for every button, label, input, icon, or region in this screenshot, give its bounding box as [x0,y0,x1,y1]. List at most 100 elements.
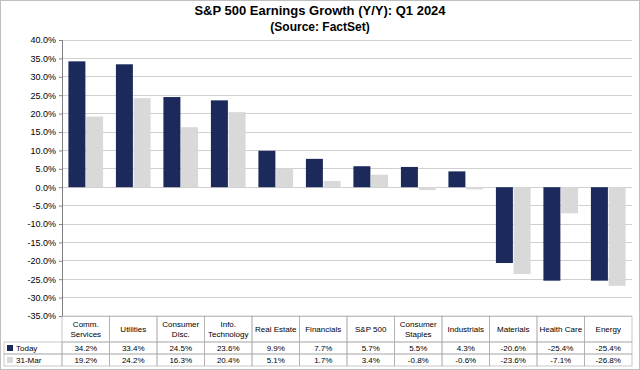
bar [163,97,180,187]
table-cell [585,316,633,342]
bar [181,127,198,187]
bar-series [86,98,625,286]
y-tick-mark [59,150,62,151]
y-tick-mark [59,77,62,78]
y-axis: -35.0%-30.0%-25.0%-20.0%-15.0%-10.0%-5.0… [27,35,62,321]
legend-label: 31-Mar [16,356,42,365]
bar [561,187,578,213]
table-value: 5.7% [362,344,380,353]
category-label-line: S&P 500 [355,325,387,334]
category-label-line: Energy [596,325,621,334]
category-label-line: Services [70,330,101,339]
table-cell [442,342,490,354]
table-value: 33.4% [122,344,145,353]
table-value: 9.9% [267,344,285,353]
table-cell [4,354,62,366]
legend-swatch [7,345,13,351]
y-tick-mark [59,114,62,115]
table-value: -0.6% [455,356,476,365]
bar [496,187,513,263]
y-tick-mark [59,187,62,188]
table-cell [300,354,348,366]
category-label: Health Care [539,325,582,334]
category-label: ConsumerDisc. [162,320,199,339]
subtitle: (Source: FactSet) [270,20,369,34]
bar [86,117,103,188]
title: S&P 500 Earnings Growth (Y/Y): Q1 2024 [194,3,446,18]
page: {"chart_data": { "type": "bar", "title":… [0,0,640,370]
bar [419,187,436,190]
table-cell [157,354,205,366]
y-tick-mark [59,169,62,170]
table-cell [395,342,443,354]
bar [134,98,151,187]
y-tick: -30.0% [27,293,62,303]
table-cell [205,316,253,342]
grid-line [62,297,632,298]
table-cell [537,316,585,342]
bar [258,151,275,187]
category-label: Comm.Services [70,320,101,339]
category-label-line: Financials [305,325,341,334]
y-tick-label: 20.0% [30,109,56,119]
table-cell [62,354,110,366]
y-tick-label: -15.0% [27,238,56,248]
table-cell [157,342,205,354]
table-cell [490,316,538,342]
table-value: 34.2% [74,344,97,353]
y-tick: 15.0% [30,127,62,137]
table-cell [205,342,253,354]
y-tick-mark [59,95,62,96]
bar [116,64,133,187]
y-tick-label: -10.0% [27,219,56,229]
category-label-line: Real Estate [255,325,297,334]
chart-border [1,1,640,370]
bar [591,187,608,280]
y-tick: 20.0% [30,109,62,119]
y-tick-label: 35.0% [30,54,56,64]
table-cell [585,342,633,354]
category-label-line: Materials [497,325,529,334]
category-label-line: Disc. [172,330,190,339]
grid-line [62,58,632,59]
table-cell [4,342,62,354]
category-label: Financials [305,325,341,334]
category-label-line: Health Care [539,325,582,334]
chart: S&P 500 Earnings Growth (Y/Y): Q1 2024 (S… [0,0,640,370]
table-cell [300,342,348,354]
category-label: Info.Technology [208,320,248,339]
table-value: 19.2% [74,356,97,365]
bars [68,61,625,285]
y-tick: -20.0% [27,256,62,266]
table-value: 5.1% [267,356,285,365]
table-value: 5.5% [409,344,427,353]
table-cell [347,342,395,354]
y-tick: -10.0% [27,219,62,229]
y-tick-label: -25.0% [27,275,56,285]
table-value: 7.7% [314,344,332,353]
table-cell [442,316,490,342]
y-tick-mark [59,298,62,299]
table-cell [537,354,585,366]
table-cell [537,342,585,354]
y-tick: 10.0% [30,146,62,156]
table-cell [347,354,395,366]
y-tick-mark [59,40,62,41]
category-label-line: Consumer [162,320,199,329]
bar [353,166,370,187]
y-tick-label: 0.0% [35,183,56,193]
table-value: 4.3% [457,344,475,353]
y-tick-label: -35.0% [27,311,56,321]
category-label: Materials [497,325,529,334]
y-tick-label: 25.0% [30,91,56,101]
y-tick: -35.0% [27,311,62,321]
table-cell [157,316,205,342]
y-tick-mark [59,206,62,207]
bar [514,187,531,274]
table-cell [110,316,158,342]
data-table: Comm.ServicesUtilitiesConsumerDisc.Info.… [4,316,632,366]
grid-line [62,40,632,41]
table-value: 3.4% [362,356,380,365]
y-tick: 40.0% [30,35,62,45]
table-value: -25.4% [548,344,573,353]
